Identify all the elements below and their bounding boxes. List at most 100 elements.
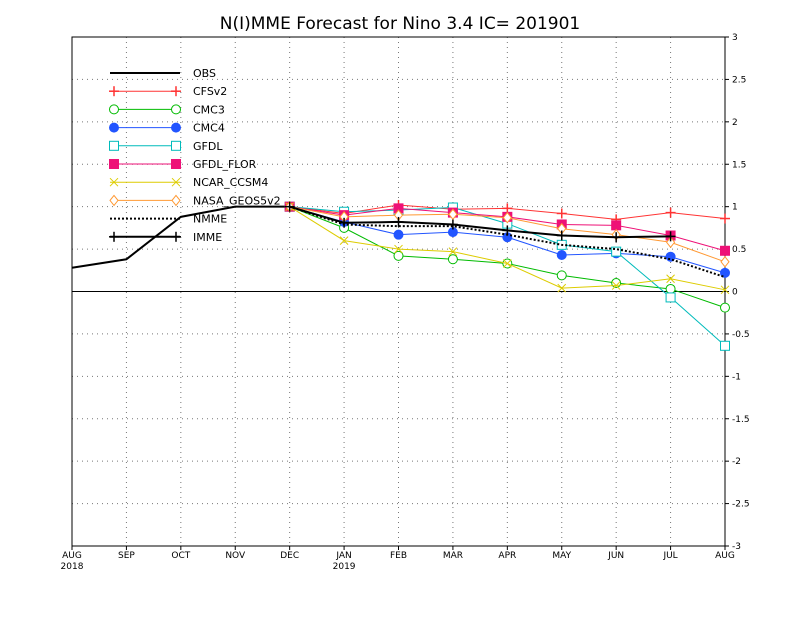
- legend-marker: [171, 177, 181, 187]
- x-tick-label: JUL: [662, 551, 677, 561]
- legend-label: CMC3: [193, 103, 225, 116]
- legend-marker: [109, 194, 119, 207]
- data-point-cfsv2: [720, 213, 730, 224]
- series-cmc4: [284, 201, 730, 278]
- data-point-nasa-geos5v2: [720, 256, 730, 268]
- chart-title: N(I)MME Forecast for Nino 3.4 IC= 201901: [220, 14, 580, 34]
- data-point-cfsv2: [665, 207, 676, 218]
- y-tick-label: 3: [732, 33, 738, 43]
- legend-marker: [109, 177, 119, 187]
- series-line-obs: [71, 205, 290, 269]
- legend-label: NCAR_CCSM4: [193, 176, 268, 189]
- data-point-gfdl: [611, 246, 622, 257]
- data-point-imme: [393, 216, 404, 227]
- legend-label: IMME: [193, 231, 222, 244]
- legend-entry-nasa-geos5v2: NASA_GEOS5v2: [109, 194, 281, 207]
- data-point-cfsv2: [502, 203, 513, 214]
- data-point-imme: [339, 217, 350, 228]
- y-tick-label: -2: [732, 457, 741, 467]
- legend-label: GFDL_FLOR: [193, 158, 257, 171]
- data-point-cfsv2: [556, 208, 567, 219]
- data-point-ncar-ccsm4: [339, 236, 349, 245]
- x-tick-label: AUG: [62, 551, 82, 561]
- x-year-label: 2018: [61, 562, 84, 572]
- data-point-imme: [284, 201, 295, 212]
- legend-marker: [109, 86, 119, 97]
- x-tick-label: OCT: [171, 551, 190, 561]
- x-tick-label: APR: [498, 551, 516, 561]
- legend-entry-ncar-ccsm4: NCAR_CCSM4: [109, 176, 268, 189]
- legend-label: CMC4: [193, 122, 225, 135]
- data-point-cmc3: [393, 250, 404, 261]
- y-tick-label: -1.5: [732, 415, 750, 425]
- x-tick-label: FEB: [390, 551, 407, 561]
- series-nasa-geos5v2: [285, 200, 730, 268]
- legend-entry-imme: IMME: [109, 231, 222, 244]
- legend-label: NASA_GEOS5v2: [193, 194, 281, 207]
- y-tick-label: -2.5: [732, 500, 750, 510]
- data-point-gfdl: [720, 340, 730, 351]
- data-point-cmc4: [720, 267, 730, 278]
- data-point-gfdl-flor: [720, 245, 730, 256]
- data-point-ncar-ccsm4: [611, 281, 621, 290]
- legend-marker: [171, 86, 181, 97]
- x-tick-label: NOV: [225, 551, 246, 561]
- legend-label: GFDL: [193, 140, 223, 153]
- series-line-imme: [289, 205, 671, 239]
- y-tick-label: 0: [732, 288, 738, 298]
- legend-marker: [171, 122, 181, 133]
- legend-entry-nmme: NMME: [110, 213, 227, 226]
- data-point-gfdl: [665, 292, 676, 303]
- data-point-imme: [611, 232, 622, 243]
- legend-entry-gfdl-flor: GFDL_FLOR: [109, 158, 257, 171]
- y-tick-label: 1.5: [732, 160, 746, 170]
- y-tick-label: 0.5: [732, 245, 746, 255]
- data-point-nasa-geos5v2: [448, 208, 458, 221]
- y-tick-label: 2: [732, 118, 738, 128]
- x-tick-label: JAN: [335, 551, 351, 561]
- data-point-ncar-ccsm4: [394, 244, 403, 254]
- data-point-cmc3: [556, 270, 567, 281]
- data-point-imme: [665, 231, 676, 242]
- data-point-ncar-ccsm4: [557, 283, 567, 293]
- legend-label: NMME: [193, 213, 227, 226]
- legend-marker: [109, 140, 119, 151]
- data-point-cmc3: [447, 254, 458, 265]
- legend-entry-cfsv2: CFSv2: [109, 85, 227, 98]
- data-point-nasa-geos5v2: [502, 211, 512, 224]
- legend-marker: [109, 159, 119, 169]
- x-tick-label: AUG: [715, 551, 735, 561]
- data-point-gfdl-flor: [611, 220, 622, 231]
- legend-marker: [171, 104, 181, 115]
- y-tick-label: -3: [732, 542, 741, 552]
- legend-entry-cmc3: CMC3: [109, 103, 225, 116]
- legend-marker: [171, 140, 181, 151]
- legend-marker: [171, 194, 181, 207]
- data-point-ncar-ccsm4: [448, 247, 458, 256]
- legend-marker: [171, 159, 181, 169]
- legend-marker: [109, 104, 119, 115]
- x-tick-label: MAR: [443, 551, 463, 561]
- y-tick-label: -0.5: [732, 330, 750, 340]
- legend-marker: [171, 231, 181, 242]
- x-tick-label: DEC: [280, 551, 299, 561]
- grid: [72, 37, 725, 546]
- data-point-ncar-ccsm4: [720, 285, 730, 295]
- legend-label: OBS: [193, 67, 216, 80]
- x-tick-label: SEP: [118, 551, 135, 561]
- legend-entry-gfdl: GFDL: [109, 140, 223, 153]
- series-imme: [284, 201, 676, 243]
- x-tick-label: MAY: [552, 551, 571, 561]
- data-point-nasa-geos5v2: [665, 236, 676, 249]
- legend-label: CFSv2: [193, 85, 227, 98]
- axes: AUG SEP OCT NOV DEC JAN FEB MAR APR MAY JUN JUL AUG2…: [61, 33, 750, 572]
- data-point-imme: [447, 219, 458, 230]
- data-point-imme: [502, 225, 513, 236]
- legend: OBS CFSv2 CMC3 CMC4 GFDL GFDL_FLOR NCAR_CCSM4 N…: [109, 67, 281, 244]
- legend-entry-obs: OBS: [110, 67, 216, 80]
- data-point-ncar-ccsm4: [666, 274, 675, 284]
- legend-entry-cmc4: CMC4: [109, 122, 225, 135]
- data-point-ncar-ccsm4: [502, 259, 512, 268]
- data-point-cmc4: [393, 229, 404, 240]
